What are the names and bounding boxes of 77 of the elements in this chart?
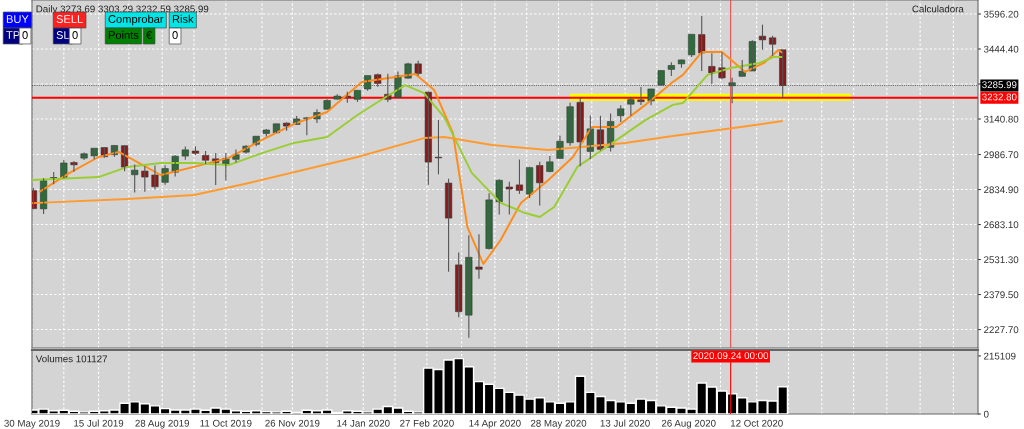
annotation: SELL <box>56 15 83 23</box>
x-tick-label: 28 Aug 2019 <box>135 419 190 429</box>
text: BUY <box>6 15 29 23</box>
candlestick <box>131 164 139 194</box>
x-tick-label: 11 Oct 2019 <box>200 419 252 427</box>
annotation: Calculadora <box>912 5 964 13</box>
annotation: 0 <box>72 31 78 39</box>
ref-line-label: 3285.99 <box>982 81 1017 89</box>
x-tick-label: 14 Apr 2020 <box>469 419 521 429</box>
candlestick <box>353 89 361 103</box>
candlestick <box>80 151 88 161</box>
candlestick <box>455 251 463 318</box>
candlestick <box>748 39 756 72</box>
x-tick-label: 13 Jul 2020 <box>600 419 650 427</box>
candlestick <box>191 145 199 156</box>
y-tick-label: 3596.20 <box>983 10 1019 18</box>
y-tick-label: 2227.70 <box>984 326 1019 334</box>
y-tick-label: 3444.40 <box>983 45 1019 53</box>
candlestick <box>698 15 706 72</box>
candlestick <box>475 233 483 280</box>
candlestick <box>617 104 625 123</box>
annotation: Points <box>108 30 139 39</box>
text: Daily 3273.69 3303.29 3232.59 3285.99 <box>36 5 209 15</box>
x-tick-label: 26 Aug 2020 <box>661 419 716 429</box>
ref-line-label: 2020.09.24 00:00 <box>693 352 769 360</box>
candlestick <box>505 181 513 215</box>
candlestick <box>70 160 78 173</box>
candlestick <box>141 165 149 193</box>
candlestick <box>667 61 675 77</box>
candlestick <box>708 52 716 85</box>
x-tick-label: 14 Jan 2020 <box>337 419 390 427</box>
candlestick <box>60 159 68 179</box>
ref-line-label: 3232.80 <box>982 93 1017 101</box>
candlestick <box>779 49 787 99</box>
x-tick-label: 27 Feb 2020 <box>400 419 454 427</box>
y-tick-label: 2531.30 <box>984 256 1019 264</box>
candlestick <box>536 161 544 206</box>
candlestick <box>283 121 291 132</box>
candlestick <box>465 234 473 339</box>
candlestick <box>637 86 645 106</box>
x-tick-label: 28 May 2020 <box>530 419 587 429</box>
annotation: Comprobar <box>108 14 164 26</box>
candlestick <box>627 96 635 117</box>
y-tick-label: 2834.90 <box>984 186 1019 194</box>
text: TP <box>6 31 20 39</box>
candlestick <box>515 158 523 195</box>
candlestick <box>758 24 767 51</box>
annotation: SL <box>56 31 70 39</box>
y-tick-label: 3140.80 <box>983 115 1019 123</box>
annotation: Risk <box>172 14 194 23</box>
chart-title: Volumes 101127 <box>35 355 108 363</box>
candlestick <box>434 119 442 175</box>
y-tick-label: 215109 <box>984 352 1016 360</box>
candlestick <box>576 97 584 167</box>
annotation: € <box>146 31 153 39</box>
candlestick <box>657 69 665 87</box>
candlestick <box>688 33 696 58</box>
candlestick <box>728 77 736 104</box>
candlestick <box>495 178 503 215</box>
x-tick-label: 15 Jul 2019 <box>74 419 124 427</box>
y-tick-label: 2379.50 <box>984 291 1019 299</box>
candlestick <box>202 150 210 165</box>
y-tick-label: 2986.70 <box>984 151 1019 159</box>
line-series <box>32 120 784 205</box>
candlestick <box>677 58 686 69</box>
annotation: 0 <box>172 31 178 39</box>
text: 0 <box>22 31 28 39</box>
candlestick <box>769 35 777 57</box>
candlestick <box>424 90 432 186</box>
y-tick-label: 0 <box>983 410 989 418</box>
x-tick-label: 30 May 2019 <box>4 419 60 429</box>
candlestick <box>333 93 341 101</box>
candlestick <box>272 123 280 134</box>
y-tick-label: 2683.10 <box>984 221 1019 229</box>
x-tick-label: 26 Nov 2019 <box>265 419 320 427</box>
candlestick <box>90 147 98 160</box>
x-tick-label: 12 Oct 2020 <box>730 419 783 427</box>
